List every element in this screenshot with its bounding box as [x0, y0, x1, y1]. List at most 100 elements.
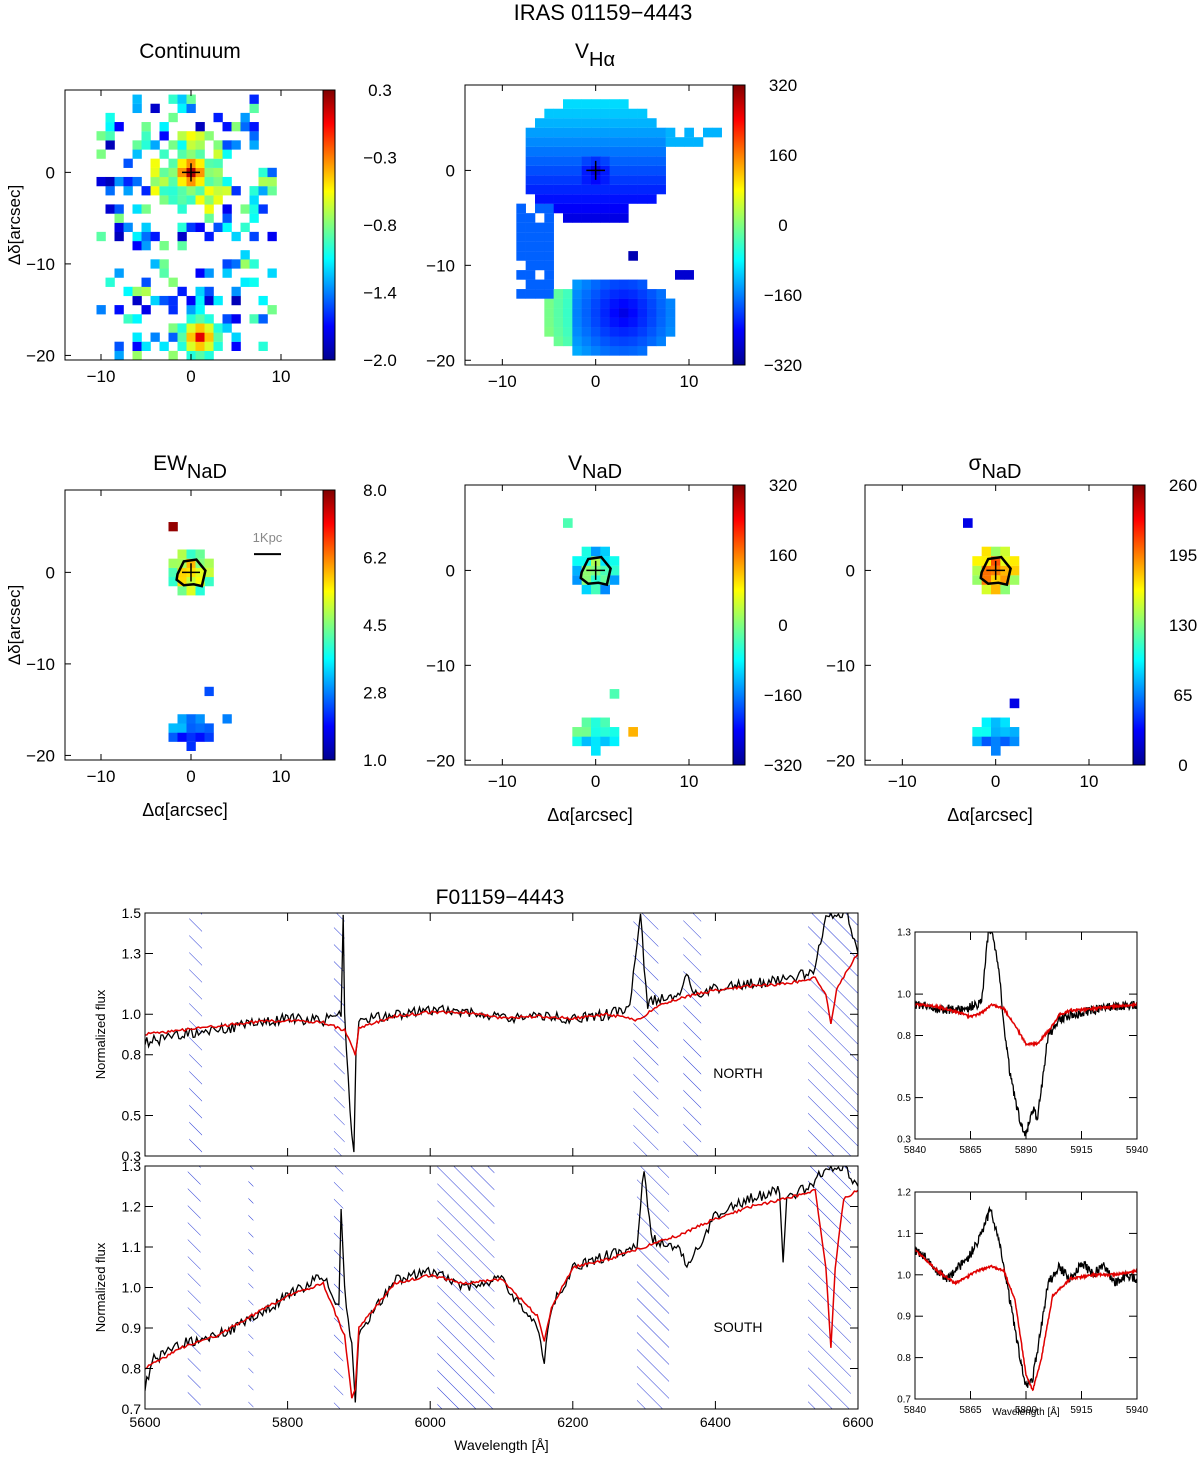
- spectrum-panel-spec_south: 5600 5800 6000 6200 6400 6600 0.7 0.8 0.9 1.0 1.1 1…: [93, 1158, 874, 1453]
- map-pixel: [665, 308, 676, 318]
- map-pixel: [628, 175, 638, 185]
- map-pixel: [222, 213, 232, 223]
- map-pixel: [619, 156, 629, 166]
- map-pixel: [572, 298, 582, 309]
- map-pixel: [600, 346, 610, 356]
- map-pixel: [525, 260, 536, 271]
- colorbar-tick-label: 8.0: [363, 481, 387, 500]
- map-pixel: [656, 175, 666, 185]
- map-pixel: [222, 714, 232, 724]
- map-pixel: [981, 717, 992, 728]
- map-pixel: [525, 222, 536, 233]
- map-pixel: [591, 317, 601, 328]
- map-pixel: [213, 158, 223, 168]
- map-panel-v_nad: VNaD −10 0 10 −20 −10 0 Δα[arcsec] 320 160 0 −160 −3…: [426, 452, 802, 825]
- map-pixel: [544, 327, 554, 337]
- map-pixel: [600, 565, 610, 576]
- map-pixel: [195, 350, 205, 361]
- x-tick-label: 6600: [842, 1414, 873, 1430]
- y-axis-label: Δδ[arcsec]: [5, 585, 24, 665]
- map-pixel: [204, 131, 214, 141]
- map-pixel: [553, 203, 564, 214]
- x-tick-label: 5600: [129, 1414, 160, 1430]
- map-pixel: [204, 286, 214, 297]
- map-pixel: [204, 195, 214, 205]
- map-pixel: [619, 118, 629, 128]
- map-pixel: [1000, 575, 1010, 585]
- map-pixel: [96, 176, 106, 187]
- map-pixel: [609, 308, 620, 318]
- spectrum-panel-zoom_north: 5840 5865 5890 5915 5940 0.3 0.5 0.8 1.0 1.3: [897, 928, 1148, 1157]
- map-pixel: [525, 270, 536, 280]
- map-pixel: [609, 689, 620, 699]
- map-pixel: [177, 231, 187, 242]
- map-pixel: [123, 314, 133, 324]
- colorbar-tick-label: 130: [1169, 616, 1197, 635]
- map-pixel: [105, 122, 115, 132]
- map-pixel: [105, 204, 115, 214]
- masked-region: [808, 913, 858, 1156]
- map-pixel: [249, 122, 259, 132]
- map-pixel: [525, 251, 536, 261]
- map-pixel: [150, 176, 160, 187]
- map-pixel: [647, 127, 657, 138]
- map-pixel: [535, 184, 545, 195]
- map-pixel: [581, 279, 592, 290]
- map-pixel: [991, 736, 1001, 747]
- x-tick-label: 6400: [700, 1414, 731, 1430]
- map-pixel: [712, 127, 722, 138]
- map-pixel: [563, 194, 573, 204]
- map-pixel: [544, 118, 554, 128]
- map-pixel: [141, 140, 151, 150]
- map-pixel: [609, 194, 620, 204]
- x-tick-label: 5890: [1015, 1145, 1038, 1156]
- map-pixel: [637, 298, 648, 309]
- map-pixel: [168, 195, 178, 205]
- map-pixel: [572, 556, 582, 566]
- map-pixel: [628, 346, 638, 356]
- map-pixel: [159, 341, 169, 351]
- x-axis-label: Δα[arcsec]: [547, 805, 632, 825]
- map-title-continuum: Continuum: [139, 40, 241, 63]
- map-pixel: [231, 186, 241, 196]
- map-pixel: [703, 127, 713, 138]
- map-pixel: [581, 146, 592, 157]
- map-pixel: [249, 94, 259, 104]
- map-pixel: [656, 308, 666, 318]
- map-pixel: [581, 336, 592, 347]
- map-pixels-v_halpha: [516, 99, 722, 356]
- map-pixel: [600, 194, 610, 204]
- map-pixel: [656, 184, 666, 195]
- map-pixel: [628, 279, 638, 290]
- map-pixel: [553, 194, 564, 204]
- map-pixel: [132, 286, 142, 297]
- map-pixel: [186, 176, 196, 187]
- map-pixel: [628, 317, 638, 328]
- map-pixel: [637, 156, 648, 166]
- map-pixel: [186, 586, 196, 596]
- map-pixel: [1000, 584, 1010, 595]
- y-tick-label: 1.5: [122, 905, 142, 921]
- map-pixel: [525, 156, 536, 166]
- map-pixel: [204, 567, 214, 578]
- map-pixel: [572, 99, 582, 109]
- region-label: SOUTH: [714, 1319, 763, 1335]
- map-pixel: [231, 140, 241, 150]
- map-pixel: [267, 231, 277, 242]
- map-pixel: [204, 732, 214, 742]
- map-pixel: [258, 314, 268, 324]
- map-pixel: [177, 723, 187, 733]
- series-line-model: [145, 953, 858, 1056]
- colorbar-tick-label: 2.8: [363, 684, 387, 703]
- map-pixel: [195, 167, 205, 178]
- map-pixel: [572, 165, 582, 176]
- map-pixel: [1009, 556, 1020, 566]
- map-pixel: [619, 194, 629, 204]
- map-pixel: [159, 131, 169, 141]
- map-pixel: [535, 165, 545, 176]
- map-pixel: [581, 727, 592, 737]
- y-tick-label: −20: [26, 346, 55, 365]
- map-pixel: [637, 127, 648, 138]
- map-pixel: [204, 176, 214, 187]
- colorbar-tick-label: 195: [1169, 546, 1197, 565]
